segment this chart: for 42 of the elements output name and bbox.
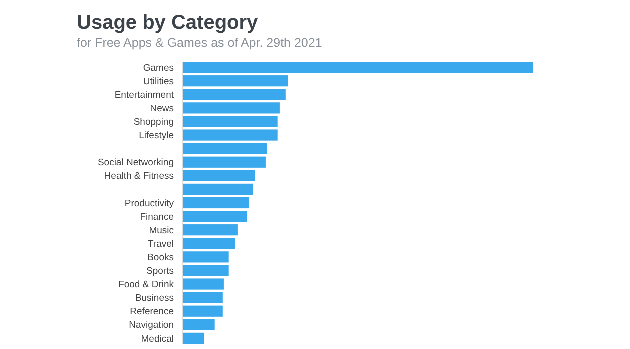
bar <box>183 306 223 317</box>
bar <box>183 332 204 344</box>
y-tick-label: Lifestyle <box>139 130 174 142</box>
y-tick-label: Entertainment <box>114 90 174 101</box>
y-tick-label: News <box>150 104 174 115</box>
bar <box>183 116 278 128</box>
chart-subtitle: for Free Apps & Games as of Apr. 29th 2021 <box>77 36 322 50</box>
y-tick-label: Social Networking <box>98 158 174 169</box>
y-tick-label: Music <box>149 225 174 236</box>
bar <box>183 184 253 196</box>
bar <box>183 319 215 330</box>
y-tick-label: Reference <box>130 306 174 318</box>
bar <box>183 210 248 222</box>
y-tick-label: Games <box>143 62 174 74</box>
y-tick-label: Navigation <box>129 320 174 332</box>
bar <box>183 265 229 276</box>
bar <box>183 278 224 290</box>
y-tick-label: Finance <box>140 212 174 223</box>
bar <box>183 102 280 114</box>
bar <box>183 156 266 168</box>
y-tick-label: Productivity <box>124 198 174 210</box>
y-tick-label: Medical <box>141 334 174 345</box>
y-tick-label: Sports <box>146 266 174 278</box>
bar <box>183 170 256 182</box>
y-tick-label: Books <box>148 252 174 264</box>
bar <box>183 292 223 304</box>
y-tick-label: Shopping <box>134 117 174 128</box>
y-tick-label: Utilities <box>143 76 174 88</box>
y-tick-label: Business <box>135 293 174 304</box>
y-tick-label: Health & Fitness <box>104 171 174 182</box>
y-tick-label: Travel <box>148 238 174 250</box>
bar <box>183 143 267 154</box>
bar <box>183 224 238 236</box>
bar <box>183 130 278 141</box>
chart-title: Usage by Category <box>77 12 260 34</box>
bar <box>183 238 236 250</box>
bar <box>183 76 288 87</box>
bar <box>183 62 533 74</box>
y-tick-label: Food & Drink <box>118 280 174 291</box>
bar <box>183 89 286 100</box>
bar <box>183 252 229 263</box>
bar <box>183 197 250 209</box>
